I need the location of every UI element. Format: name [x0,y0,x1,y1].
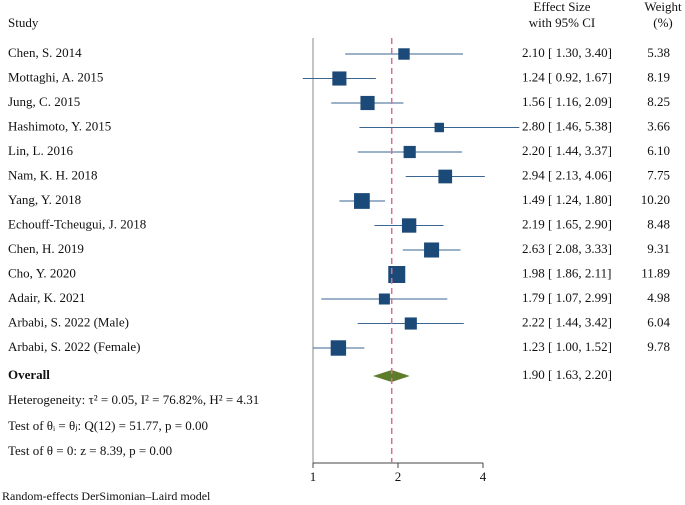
effect-header: Effect Size [533,0,590,14]
effect-square [332,71,347,86]
weight-label: 5.38 [647,45,670,60]
effect-square [404,317,417,330]
overall-diamond [372,370,410,382]
ci-label: 1.56 [ 1.16, 2.09] [522,94,612,109]
ci-label: 2.22 [ 1.44, 3.42] [522,314,612,329]
effect-square [330,340,347,356]
effect-square [424,242,440,258]
effect-square [403,145,416,159]
study-label: Arbabi, S. 2022 (Male) [8,314,129,329]
weight-label: 8.48 [647,216,670,231]
overall-label: Overall [8,367,50,382]
study-label: Hashimoto, Y. 2015 [8,118,111,133]
weight-label: 9.31 [647,241,670,256]
weight-label: 9.78 [647,339,670,354]
stat-text: Test of θ = 0: z = 8.39, p = 0.00 [8,443,172,458]
weight-label: 8.25 [647,94,670,109]
study-label: Chen, H. 2019 [8,241,84,256]
weight-label: 6.10 [647,143,670,158]
study-label: Nam, K. H. 2018 [8,167,98,182]
effect-square [360,95,375,111]
note: Random-effects DerSimonian–Laird model [2,489,211,503]
study-label: Arbabi, S. 2022 (Female) [8,339,141,354]
effect-square [438,169,453,184]
study-label: Yang, Y. 2018 [8,192,81,207]
stat-text: Test of θᵢ = θⱼ: Q(12) = 51.77, p = 0.00 [8,418,208,433]
effect-square [434,122,444,133]
effect-header: with 95% CI [529,15,595,30]
ci-label: 2.80 [ 1.46, 5.38] [522,118,612,133]
weight-header: Weight [644,0,682,14]
weight-label: 6.04 [647,314,670,329]
effect-square [401,218,417,233]
ci-label: 1.98 [ 1.86, 2.11] [522,265,611,280]
ci-label: 2.10 [ 1.30, 3.40] [522,45,612,60]
ci-label: 1.79 [ 1.07, 2.99] [522,290,612,305]
weight-label: 10.20 [641,192,670,207]
effect-square [354,193,370,209]
overall-ci: 1.90 [ 1.63, 2.20] [522,367,612,382]
weight-label: 11.89 [641,265,670,280]
effect-square [378,293,390,305]
study-label: Cho, Y. 2020 [8,265,76,280]
study-label: Adair, K. 2021 [8,290,85,305]
ci-label: 1.23 [ 1.00, 1.52] [522,339,612,354]
study-label: Jung, C. 2015 [8,94,80,109]
ci-label: 1.24 [ 0.92, 1.67] [522,69,612,84]
ci-label: 2.63 [ 2.08, 3.33] [522,241,612,256]
x-tick-label: 4 [480,469,487,484]
study-label: Lin, L. 2016 [8,143,73,158]
weight-label: 8.19 [647,69,670,84]
weight-label: 3.66 [647,118,670,133]
weight-label: 4.98 [647,290,670,305]
study-header: Study [8,15,39,30]
stat-text: Heterogeneity: τ² = 0.05, I² = 76.82%, H… [8,392,259,407]
effect-square [398,48,410,60]
weight-label: 7.75 [647,167,670,182]
weight-header: (%) [653,15,673,30]
ci-label: 2.94 [ 2.13, 4.06] [522,167,612,182]
ci-label: 2.19 [ 1.65, 2.90] [522,216,612,231]
x-tick-label: 2 [395,469,402,484]
ci-label: 1.49 [ 1.24, 1.80] [522,192,612,207]
study-label: Echouff-Tcheugui, J. 2018 [8,216,146,231]
ci-label: 2.20 [ 1.44, 3.37] [522,143,612,158]
x-tick-label: 1 [310,469,317,484]
effect-square [388,266,406,283]
study-label: Mottaghi, A. 2015 [8,69,103,84]
study-label: Chen, S. 2014 [8,45,82,60]
